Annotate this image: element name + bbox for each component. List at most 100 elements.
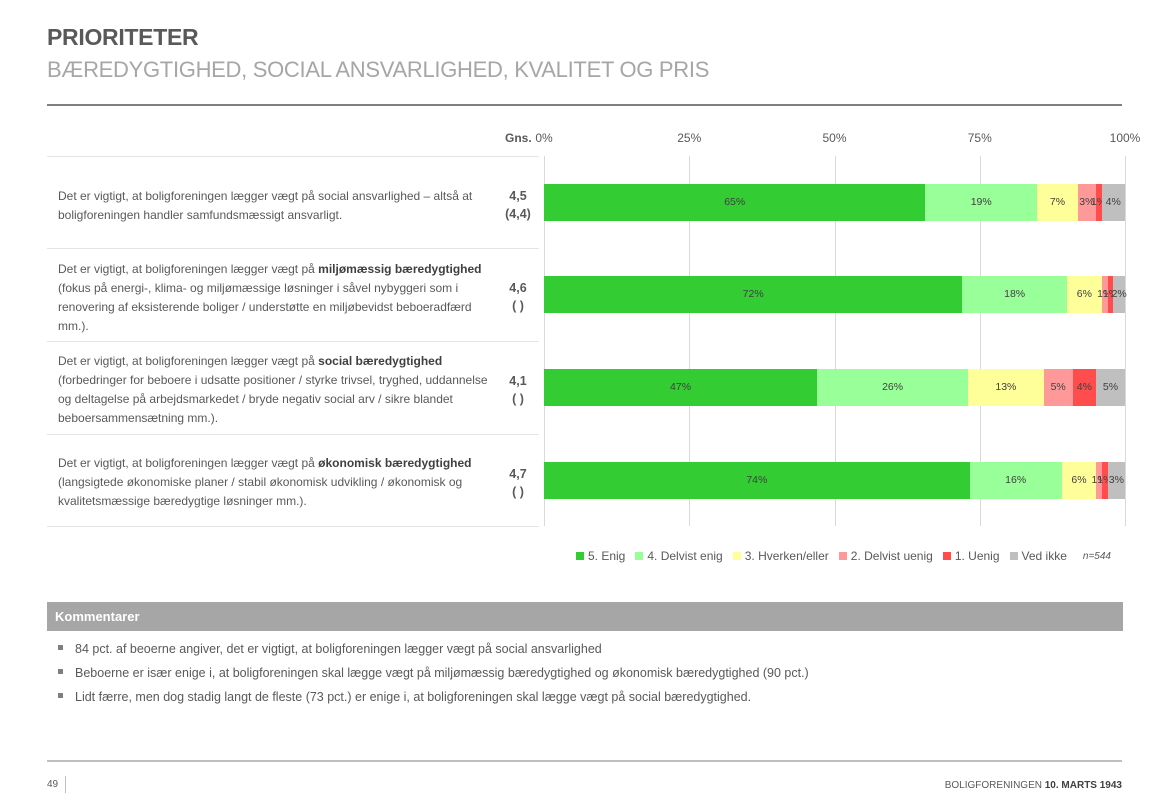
bar-data-label: 5%	[1050, 381, 1066, 393]
bar-data-label: 18%	[1004, 288, 1026, 300]
legend-label: 4. Delvist enig	[647, 549, 723, 563]
bar-segment	[544, 184, 926, 221]
bar-data-label: 4%	[1076, 381, 1092, 393]
comments-header-label: Kommentarer	[55, 609, 140, 624]
bar-data-label: 19%	[970, 196, 992, 208]
bar-segment	[1101, 184, 1125, 221]
page-number: 49	[47, 779, 59, 790]
bar-data-label: 6%	[1071, 474, 1087, 486]
comment-text: 84 pct. af beoerne angiver, det er vigti…	[75, 642, 602, 656]
bullet-icon	[58, 693, 63, 699]
question-text-part: (forbedringer for beboere i udsatte posi…	[58, 373, 488, 425]
question-text-bold: økonomisk bæredygtighed	[318, 456, 472, 470]
gridline	[689, 156, 690, 526]
legend-swatch-icon	[635, 552, 644, 560]
chart-legend: 5. Enig 4. Delvist enig 3. Hverken/eller 2.…	[576, 549, 1111, 563]
legend-label: Ved ikke	[1021, 549, 1067, 563]
bar-segment	[1101, 276, 1108, 313]
bar-data-label: 4%	[1105, 196, 1121, 208]
legend-swatch-icon	[942, 552, 951, 560]
bar-segment	[544, 462, 970, 499]
previous-average-value: ( )	[512, 485, 524, 499]
previous-average-value: ( )	[512, 299, 524, 313]
bar-segment	[1043, 369, 1073, 406]
bar-segment	[962, 276, 1067, 313]
x-tick-label: 100%	[1109, 131, 1141, 145]
bar-segment	[1078, 184, 1096, 221]
bar-data-label: 3%	[1079, 196, 1095, 208]
page-number-separator	[65, 776, 66, 793]
average-score: 4,7 ( )	[503, 465, 533, 501]
average-value: 4,6	[509, 281, 527, 295]
average-value: 4,5	[509, 189, 527, 203]
bar-segment	[1096, 462, 1102, 499]
page-title: PRIORITETER	[47, 24, 199, 50]
bar-segment	[544, 276, 963, 313]
table-bottom-border	[47, 526, 539, 527]
bar-segment	[1036, 184, 1079, 221]
question-text-part: Det er vigtigt, at boligforeningen lægge…	[58, 262, 319, 276]
question-text: Det er vigtigt, at boligforeningen lægge…	[58, 187, 498, 225]
comment-item: Beboerne er især enige i, at boligforeni…	[58, 666, 809, 680]
legend-swatch-icon	[838, 552, 847, 560]
previous-average-value: (4,4)	[505, 207, 531, 221]
bar-segment	[1107, 276, 1114, 313]
bar-segment	[544, 369, 818, 406]
bar-segment	[1072, 369, 1096, 406]
comment-text: Beboerne er især enige i, at boligforeni…	[75, 666, 809, 680]
bar-segment	[968, 369, 1044, 406]
legend-item: 5. Enig	[576, 549, 625, 563]
comment-item: 84 pct. af beoerne angiver, det er vigti…	[58, 642, 602, 656]
previous-average-value: ( )	[512, 392, 524, 406]
question-text-part: (langsigtede økonomiske planer / stabil …	[58, 475, 463, 508]
question-text: Det er vigtigt, at boligforeningen lægge…	[58, 454, 498, 511]
footer-org-name: BOLIGFORENINGEN	[944, 780, 1045, 791]
question-text: Det er vigtigt, at boligforeningen lægge…	[58, 352, 498, 428]
legend-item: 1. Uenig	[942, 549, 1000, 563]
gridline	[980, 156, 981, 526]
bar-segment	[969, 462, 1062, 499]
question-row: Det er vigtigt, at boligforeningen lægge…	[47, 156, 539, 249]
bar-data-label: 5%	[1102, 381, 1119, 393]
legend-label: 1. Uenig	[954, 549, 1000, 563]
question-row: Det er vigtigt, at boligforeningen lægge…	[47, 434, 539, 527]
question-text-bold: social bæredygtighed	[318, 354, 443, 368]
page-subtitle: BÆREDYGTIGHED, SOCIAL ANSVARLIGHED, KVAL…	[47, 57, 710, 82]
bar-data-label: 2%	[1111, 288, 1127, 300]
legend-swatch-icon	[732, 552, 741, 560]
bullet-icon	[58, 645, 63, 651]
bar-data-label: 6%	[1076, 288, 1092, 300]
comment-text: Lidt færre, men dog stadig langt de fles…	[75, 690, 752, 704]
bar-data-label: 74%	[746, 474, 768, 486]
average-score: 4,5 (4,4)	[503, 187, 533, 223]
gridline	[544, 156, 545, 526]
legend-item: 4. Delvist enig	[635, 549, 723, 563]
bar-data-label: 47%	[670, 381, 692, 393]
header-divider	[47, 104, 1122, 106]
bar-data-label: 7%	[1049, 196, 1066, 208]
question-text: Det er vigtigt, at boligforeningen lægge…	[58, 260, 498, 336]
gridline	[835, 156, 836, 526]
legend-swatch-icon	[576, 552, 584, 560]
bar-segment	[925, 184, 1037, 221]
legend-label: 2. Delvist uenig	[850, 549, 933, 563]
bar-segment	[1113, 276, 1125, 313]
average-column-header: Gns.	[505, 131, 532, 145]
average-score: 4,6 ( )	[503, 279, 533, 315]
average-value: 4,1	[509, 374, 527, 388]
comments-header: Kommentarer	[47, 602, 1123, 631]
bar-segment	[817, 369, 969, 406]
gridline	[1125, 156, 1126, 526]
comment-item: Lidt færre, men dog stadig langt de fles…	[58, 690, 751, 704]
footer-divider	[47, 760, 1122, 762]
legend-label: 3. Hverken/eller	[744, 549, 829, 563]
x-tick-label: 75%	[967, 131, 992, 145]
question-row: Det er vigtigt, at boligforeningen lægge…	[47, 248, 539, 341]
x-tick-label: 0%	[535, 131, 553, 145]
legend-label: 5. Enig	[588, 549, 626, 563]
bar-segment	[1061, 462, 1097, 499]
question-text-part: Det er vigtigt, at boligforeningen lægge…	[58, 354, 319, 368]
footer-org: BOLIGFORENINGEN 10. MARTS 1943	[945, 780, 1122, 791]
legend-item: 3. Hverken/eller	[732, 549, 829, 563]
x-tick-label: 50%	[822, 131, 847, 145]
